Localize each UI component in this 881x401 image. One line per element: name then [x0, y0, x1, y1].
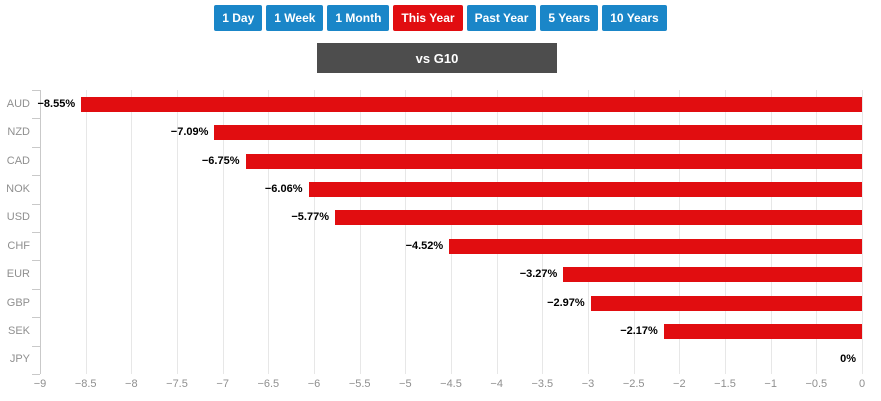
value-label-jpy: 0% — [840, 353, 856, 366]
bar-gbp[interactable] — [590, 295, 862, 311]
category-tick — [32, 146, 40, 148]
range-button-1-month[interactable]: 1 Month — [327, 5, 390, 31]
category-label-gbp: GBP — [6, 296, 30, 309]
x-tick-label: −6 — [307, 378, 321, 390]
vertical-gridline — [177, 90, 178, 374]
x-tick-label: 0 — [858, 378, 866, 390]
category-tick — [32, 118, 40, 120]
value-label-chf: −4.52% — [405, 239, 444, 252]
value-label-nzd: −7.09% — [170, 126, 209, 139]
bar-nok[interactable] — [308, 181, 862, 197]
vertical-gridline — [222, 90, 224, 374]
vs-g10-header: vs G10 — [317, 43, 557, 73]
category-label-cad: CAD — [6, 154, 30, 167]
category-tick — [32, 232, 40, 233]
range-button-1-week[interactable]: 1 Week — [266, 5, 324, 31]
x-tick-label: −2 — [673, 378, 686, 390]
category-tick — [32, 345, 40, 347]
bar-nzd[interactable] — [214, 125, 862, 141]
category-label-jpy: JPY — [9, 353, 30, 366]
vertical-gridline — [405, 90, 407, 374]
vertical-gridline — [85, 90, 87, 374]
x-tick-label: −7.5 — [166, 378, 188, 390]
value-label-eur: −3.27% — [519, 268, 558, 281]
value-label-nok: −6.06% — [264, 182, 303, 195]
value-label-usd: −5.77% — [291, 211, 329, 224]
value-label-sek: −2.17% — [620, 324, 658, 337]
category-label-usd: USD — [6, 211, 30, 224]
category-tick — [32, 317, 40, 319]
category-tick — [32, 374, 40, 375]
vertical-gridline — [679, 90, 681, 374]
x-tick-label: −1.5 — [714, 378, 736, 390]
category-label-eur: EUR — [6, 268, 30, 281]
bar-cad[interactable] — [245, 153, 862, 169]
x-tick-label: −4.5 — [440, 378, 462, 390]
bar-chf[interactable] — [449, 238, 862, 254]
category-tick — [32, 90, 40, 91]
category-label-aud: AUD — [6, 97, 30, 110]
category-tick — [32, 175, 40, 177]
x-tick-label: −0.5 — [805, 378, 828, 390]
category-tick — [32, 260, 40, 262]
category-label-nzd: NZD — [7, 126, 30, 139]
range-button-past-year[interactable]: Past Year — [466, 5, 537, 31]
value-label-gbp: −2.97% — [547, 296, 585, 309]
vertical-gridline — [770, 90, 772, 374]
x-tick-label: −7 — [216, 378, 229, 390]
y-axis-line — [40, 90, 41, 374]
category-label-chf: CHF — [7, 239, 30, 252]
vertical-gridline — [862, 90, 863, 374]
bar-usd[interactable] — [335, 210, 862, 226]
vertical-gridline — [588, 90, 589, 374]
x-tick-label: −4 — [490, 378, 503, 390]
vertical-gridline — [816, 90, 818, 374]
category-tick — [32, 288, 40, 290]
x-tick-label: −5.5 — [348, 378, 371, 390]
x-tick-label: −1 — [764, 378, 777, 390]
x-tick-label: −6.5 — [257, 378, 280, 390]
range-button-1-day[interactable]: 1 Day — [214, 5, 263, 31]
range-button-10-years[interactable]: 10 Years — [602, 5, 667, 31]
time-range-toolbar: 1 Day 1 Week 1 Month This Year Past Year 5 Ye… — [0, 5, 881, 31]
vertical-gridline — [314, 90, 315, 374]
vertical-gridline — [542, 90, 544, 374]
vertical-gridline — [451, 90, 452, 374]
bar-eur[interactable] — [563, 267, 862, 283]
x-tick-label: −5 — [399, 378, 412, 390]
bar-sek[interactable] — [663, 323, 862, 339]
vertical-gridline — [725, 90, 726, 374]
x-tick-label: −8.5 — [74, 378, 97, 390]
range-button-this-year[interactable]: This Year — [393, 5, 463, 31]
range-button-5-years[interactable]: 5 Years — [540, 5, 599, 31]
vertical-gridline — [268, 90, 270, 374]
x-tick-label: −9 — [33, 378, 47, 390]
bar-aud[interactable] — [81, 96, 862, 112]
vertical-gridline — [496, 90, 498, 374]
value-label-aud: −8.55% — [37, 97, 76, 110]
vertical-gridline — [131, 90, 133, 374]
x-tick-label: −8 — [125, 378, 138, 390]
x-tick-label: −3 — [581, 378, 595, 390]
vertical-gridline — [359, 90, 361, 374]
x-tick-label: −3.5 — [531, 378, 554, 390]
category-tick — [32, 203, 40, 205]
value-label-cad: −6.75% — [201, 154, 240, 167]
x-tick-label: −2.5 — [622, 378, 645, 390]
category-label-sek: SEK — [7, 324, 30, 337]
panel-title: vs G10 — [415, 50, 459, 66]
vertical-gridline — [633, 90, 635, 374]
category-label-nok: NOK — [6, 182, 30, 195]
